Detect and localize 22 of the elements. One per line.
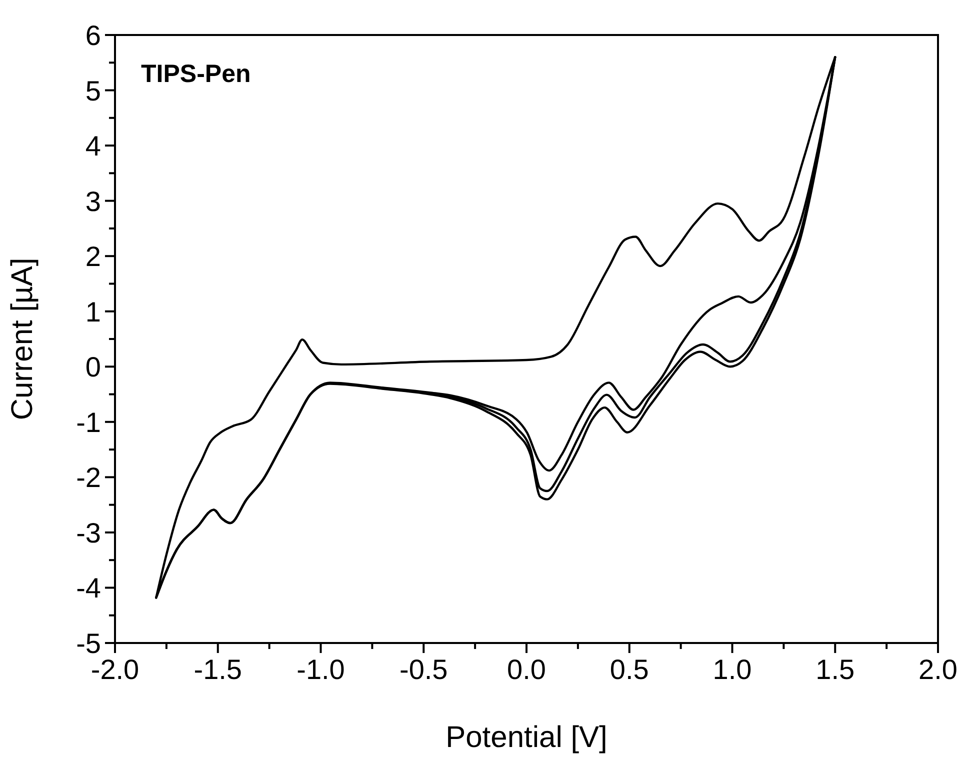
x-tick-label: 0.0 xyxy=(507,654,546,685)
y-tick-label: 2 xyxy=(85,241,101,272)
y-tick-label: 3 xyxy=(85,186,101,217)
x-tick-label: 0.5 xyxy=(610,654,649,685)
x-tick-label: 2.0 xyxy=(918,654,958,685)
y-tick-label: -3 xyxy=(76,517,101,548)
y-tick-label: 4 xyxy=(85,130,101,162)
y-tick-label: -2 xyxy=(76,462,101,494)
y-tick-label: 0 xyxy=(85,352,101,383)
x-tick-label: -1.5 xyxy=(194,654,242,685)
x-tick-label: -0.5 xyxy=(400,654,448,685)
text: TIPS-Pen xyxy=(141,60,251,88)
x-axis-title: Potential [V] xyxy=(446,721,608,754)
y-tick-label: -4 xyxy=(76,572,101,604)
y-tick-label: 6 xyxy=(85,20,101,51)
y-tick-label: -1 xyxy=(76,406,101,438)
x-tick-label: -1.0 xyxy=(296,654,345,685)
x-tick-label: 1.5 xyxy=(816,654,855,685)
y-axis-title: Current [µA] xyxy=(6,258,39,420)
y-tick-label: 1 xyxy=(85,296,101,328)
y-tick-label: 5 xyxy=(85,75,101,106)
x-tick-label: 1.0 xyxy=(712,654,752,685)
